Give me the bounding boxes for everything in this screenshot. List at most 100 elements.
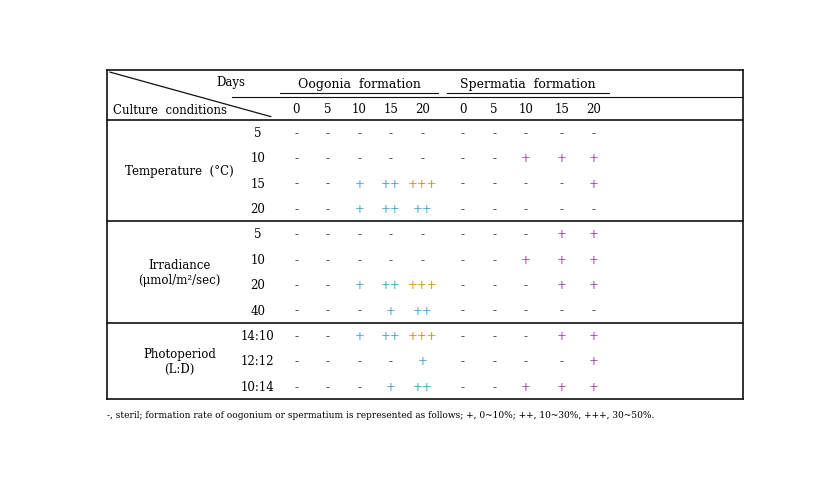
- Text: -: -: [523, 202, 527, 215]
- Text: -: -: [559, 304, 563, 317]
- Text: -: -: [460, 228, 465, 241]
- Text: +: +: [588, 253, 598, 266]
- Text: 10: 10: [518, 103, 532, 116]
- Text: -: -: [523, 228, 527, 241]
- Text: ++: ++: [381, 279, 400, 291]
- Text: -: -: [492, 202, 496, 215]
- Text: Spermatia  formation: Spermatia formation: [460, 78, 595, 91]
- Text: +: +: [556, 253, 566, 266]
- Text: -: -: [325, 228, 330, 241]
- Text: 20: 20: [585, 103, 600, 116]
- Text: +: +: [588, 355, 598, 367]
- Text: -: -: [325, 152, 330, 165]
- Text: -: -: [357, 152, 361, 165]
- Text: -: -: [559, 126, 563, 139]
- Text: -: -: [294, 329, 298, 342]
- Text: -: -: [420, 152, 424, 165]
- Text: +: +: [520, 380, 530, 393]
- Text: -: -: [357, 380, 361, 393]
- Text: -: -: [294, 202, 298, 215]
- Text: -: -: [325, 126, 330, 139]
- Text: -: -: [492, 177, 496, 190]
- Text: 10: 10: [250, 152, 265, 165]
- Text: -: -: [460, 329, 465, 342]
- Text: -: -: [357, 126, 361, 139]
- Text: -: -: [388, 152, 392, 165]
- Text: ++: ++: [412, 202, 431, 215]
- Text: -: -: [460, 152, 465, 165]
- Text: +++: +++: [407, 279, 436, 291]
- Text: 0: 0: [459, 103, 466, 116]
- Text: -: -: [420, 228, 424, 241]
- Text: 10:14: 10:14: [241, 380, 274, 393]
- Text: -: -: [357, 253, 361, 266]
- Text: +: +: [385, 304, 395, 317]
- Text: -: -: [492, 253, 496, 266]
- Text: +: +: [354, 329, 363, 342]
- Text: 20: 20: [250, 279, 265, 291]
- Text: 20: 20: [250, 202, 265, 215]
- Text: -: -: [492, 126, 496, 139]
- Text: -: -: [460, 202, 465, 215]
- Text: -: -: [325, 253, 330, 266]
- Text: +: +: [556, 380, 566, 393]
- Text: +: +: [520, 253, 530, 266]
- Text: +: +: [354, 279, 363, 291]
- Text: -: -: [294, 279, 298, 291]
- Text: -: -: [388, 253, 392, 266]
- Text: 40: 40: [250, 304, 265, 317]
- Text: -: -: [325, 177, 330, 190]
- Text: 15: 15: [554, 103, 569, 116]
- Text: +: +: [416, 355, 426, 367]
- Text: +: +: [588, 279, 598, 291]
- Text: -: -: [492, 355, 496, 367]
- Text: +: +: [588, 152, 598, 165]
- Text: -: -: [357, 355, 361, 367]
- Text: -: -: [388, 126, 392, 139]
- Text: -: -: [460, 380, 465, 393]
- Text: 5: 5: [324, 103, 331, 116]
- Text: -: -: [460, 279, 465, 291]
- Text: Temperature  (°C): Temperature (°C): [125, 165, 233, 178]
- Text: -: -: [325, 380, 330, 393]
- Text: +: +: [556, 279, 566, 291]
- Text: -: -: [325, 279, 330, 291]
- Text: Culture  conditions: Culture conditions: [113, 104, 227, 117]
- Text: -: -: [492, 152, 496, 165]
- Text: -: -: [590, 304, 595, 317]
- Text: -: -: [460, 253, 465, 266]
- Text: -: -: [325, 329, 330, 342]
- Text: -: -: [460, 304, 465, 317]
- Text: +: +: [520, 152, 530, 165]
- Text: -: -: [460, 126, 465, 139]
- Text: -: -: [294, 304, 298, 317]
- Text: -, steril; formation rate of oogonium or spermatium is represented as follows; +: -, steril; formation rate of oogonium or…: [107, 410, 653, 419]
- Text: -: -: [388, 228, 392, 241]
- Text: -: -: [294, 228, 298, 241]
- Text: +: +: [556, 329, 566, 342]
- Text: -: -: [460, 355, 465, 367]
- Text: +: +: [588, 228, 598, 241]
- Text: +: +: [385, 380, 395, 393]
- Text: +: +: [588, 329, 598, 342]
- Text: Oogonia  formation: Oogonia formation: [297, 78, 421, 91]
- Text: -: -: [460, 177, 465, 190]
- Text: 5: 5: [490, 103, 498, 116]
- Text: ++: ++: [412, 380, 431, 393]
- Text: 0: 0: [292, 103, 300, 116]
- Text: 15: 15: [250, 177, 265, 190]
- Text: -: -: [523, 126, 527, 139]
- Text: +: +: [354, 202, 363, 215]
- Text: -: -: [590, 126, 595, 139]
- Text: 20: 20: [414, 103, 429, 116]
- Text: -: -: [388, 355, 392, 367]
- Text: -: -: [325, 355, 330, 367]
- Text: -: -: [492, 279, 496, 291]
- Text: -: -: [492, 228, 496, 241]
- Text: -: -: [325, 304, 330, 317]
- Text: -: -: [357, 304, 361, 317]
- Text: Days: Days: [216, 76, 245, 89]
- Text: +: +: [556, 228, 566, 241]
- Text: -: -: [559, 177, 563, 190]
- Text: -: -: [559, 355, 563, 367]
